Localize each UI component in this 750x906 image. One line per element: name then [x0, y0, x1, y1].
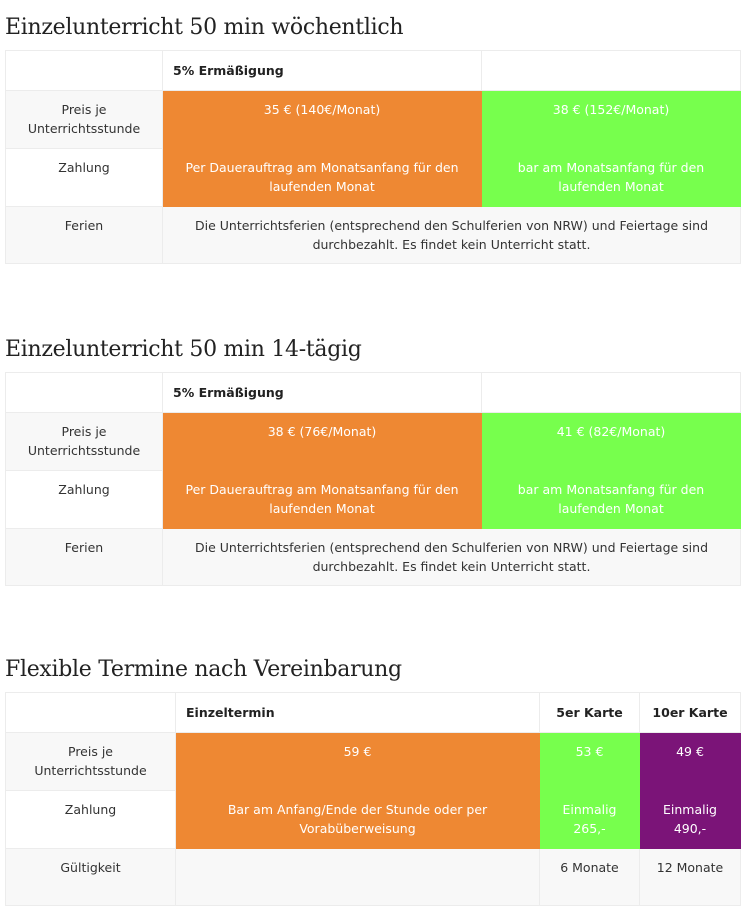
table-row-zahlung: Zahlung Bar am Anfang/Ende der Stunde ode… [5, 790, 741, 849]
table-header-row: 5% Ermäßigung [5, 372, 741, 413]
table-cell: Per Dauerauftrag am Monatsanfang für den… [162, 148, 482, 207]
row-label: Zahlung [5, 790, 176, 849]
table-cell: bar am Monatsanfang für den laufenden Mo… [481, 148, 741, 207]
table-cell: Einmalig 265,- [539, 790, 640, 849]
table-cell: Die Unterrichtsferien (entsprechend den … [162, 206, 741, 264]
table-cell: 41 € (82€/Monat) [481, 412, 741, 471]
table-row-zahlung: Zahlung Per Dauerauftrag am Monatsanfang … [5, 148, 741, 207]
table-cell: bar am Monatsanfang für den laufenden Mo… [481, 470, 741, 529]
table-row-preis-je-unterrichtsstunde: Preis je Unterrichtsstunde 35 € (140€/Mon… [5, 90, 741, 149]
table-cell: 38 € (152€/Monat) [481, 90, 741, 149]
table-cell: 12 Monate [639, 848, 741, 906]
column-header [5, 692, 176, 733]
column-header: 5% Ermäßigung [162, 372, 482, 413]
table-cell: Die Unterrichtsferien (entsprechend den … [162, 528, 741, 586]
table-row-zahlung: Zahlung Per Dauerauftrag am Monatsanfang … [5, 470, 741, 529]
table-header-row: Einzeltermin 5er Karte 10er Karte [5, 692, 741, 733]
table-cell: Per Dauerauftrag am Monatsanfang für den… [162, 470, 482, 529]
section-title: Einzelunterricht 50 min wöchentlich [5, 15, 404, 40]
section-title: Einzelunterricht 50 min 14-tägig [5, 337, 362, 362]
table-cell: 59 € [175, 732, 540, 791]
column-header [481, 372, 741, 413]
table-cell: Einmalig 490,- [639, 790, 741, 849]
table-cell: 53 € [539, 732, 640, 791]
column-header [5, 372, 163, 413]
column-header: 5er Karte [539, 692, 640, 733]
section-title: Flexible Termine nach Vereinbarung [5, 657, 402, 682]
table-row-ferien: Ferien Die Unterrichtsferien (entsprechen… [5, 206, 741, 264]
column-header [5, 50, 163, 91]
row-label: Zahlung [5, 148, 163, 207]
table-row-preis-je-unterrichtsstunde: Preis je Unterrichtsstunde 38 € (76€/Mona… [5, 412, 741, 471]
column-header: Einzeltermin [175, 692, 540, 733]
row-label: Ferien [5, 528, 163, 586]
table-row-g-ltigkeit: Gültigkeit 6 Monate 12 Monate [5, 848, 741, 906]
pricing-table: 5% Ermäßigung Preis je Unterrichtsstunde 3… [5, 50, 741, 264]
table-cell: 6 Monate [539, 848, 640, 906]
table-header-row: 5% Ermäßigung [5, 50, 741, 91]
row-label: Preis je Unterrichtsstunde [5, 412, 163, 471]
row-label: Preis je Unterrichtsstunde [5, 732, 176, 791]
column-header: 10er Karte [639, 692, 741, 733]
table-cell: 49 € [639, 732, 741, 791]
row-label: Ferien [5, 206, 163, 264]
pricing-table: 5% Ermäßigung Preis je Unterrichtsstunde 3… [5, 372, 741, 586]
table-cell: 35 € (140€/Monat) [162, 90, 482, 149]
table-cell [175, 848, 540, 906]
column-header: 5% Ermäßigung [162, 50, 482, 91]
table-row-preis-je-unterrichtsstunde: Preis je Unterrichtsstunde 59 €53 €49 € [5, 732, 741, 791]
column-header [481, 50, 741, 91]
row-label: Gültigkeit [5, 848, 176, 906]
table-cell: Bar am Anfang/Ende der Stunde oder per V… [175, 790, 540, 849]
row-label: Zahlung [5, 470, 163, 529]
table-row-ferien: Ferien Die Unterrichtsferien (entsprechen… [5, 528, 741, 586]
table-cell: 38 € (76€/Monat) [162, 412, 482, 471]
pricing-table: Einzeltermin 5er Karte 10er Karte Preis je … [5, 692, 741, 906]
row-label: Preis je Unterrichtsstunde [5, 90, 163, 149]
